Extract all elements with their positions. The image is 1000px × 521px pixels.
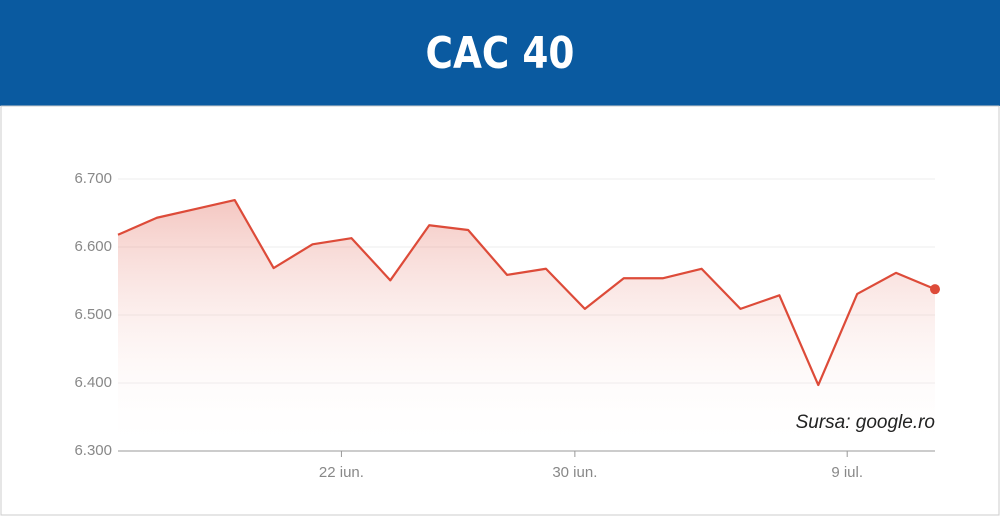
chart-title: CAC 40 — [426, 27, 575, 79]
source-note: Sursa: google.ro — [796, 412, 935, 433]
y-tick-label: 6.400 — [74, 374, 112, 391]
last-point — [930, 284, 940, 295]
y-tick-label: 6.600 — [74, 238, 112, 255]
area — [118, 200, 935, 451]
y-tick-label: 6.700 — [74, 170, 112, 187]
x-tick-label: 9 iul. — [831, 464, 863, 481]
y-tick-label: 6.500 — [74, 306, 112, 323]
y-tick-label: 6.300 — [74, 442, 112, 459]
x-tick-label: 30 iun. — [552, 464, 597, 481]
line — [117, 198, 936, 387]
header-band — [0, 0, 1000, 106]
x-tick-label: 22 iun. — [319, 464, 364, 481]
plot: 6.300 6.400 6.500 6.600 6.700 22 iun. 30 iun. 9… — [74, 170, 940, 481]
